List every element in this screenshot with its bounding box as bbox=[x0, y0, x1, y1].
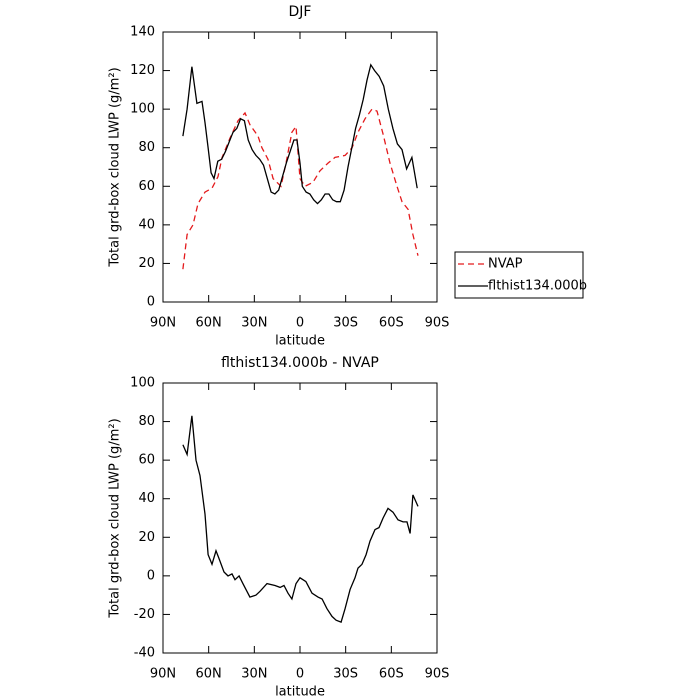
x-tick-label: 90N bbox=[150, 316, 176, 331]
y-tick-label: 80 bbox=[138, 414, 155, 429]
y-tick-label: 40 bbox=[138, 491, 155, 506]
x-tick-label: 0 bbox=[296, 316, 304, 331]
x-axis-label: latitude bbox=[275, 685, 325, 700]
x-tick-label: 90S bbox=[425, 667, 450, 682]
plot-frame bbox=[162, 382, 438, 654]
x-tick-label: 60S bbox=[379, 316, 404, 331]
y-tick-label: -20 bbox=[134, 607, 155, 622]
y-tick-label: 0 bbox=[147, 568, 155, 583]
x-tick-label: 60N bbox=[196, 667, 222, 682]
y-tick-label: 120 bbox=[130, 63, 155, 78]
legend-label: NVAP bbox=[488, 257, 523, 272]
data-line bbox=[182, 63, 418, 205]
x-tick-label: 90S bbox=[425, 316, 450, 331]
x-tick-label: 30S bbox=[333, 667, 358, 682]
y-axis-label: Total grd-box cloud LWP (g/m²) bbox=[108, 67, 123, 267]
y-tick-label: 0 bbox=[147, 295, 155, 310]
y-tick-label: 60 bbox=[138, 179, 155, 194]
y-tick-label: 60 bbox=[138, 453, 155, 468]
x-axis-label: latitude bbox=[275, 334, 325, 349]
x-tick-label: 30N bbox=[241, 316, 267, 331]
x-tick-label: 0 bbox=[296, 667, 304, 682]
x-tick-label: 60N bbox=[196, 316, 222, 331]
data-line bbox=[182, 415, 419, 623]
y-tick-label: 80 bbox=[138, 140, 155, 155]
y-tick-label: 140 bbox=[130, 25, 155, 40]
x-tick-label: 60S bbox=[379, 667, 404, 682]
y-axis-label: Total grd-box cloud LWP (g/m²) bbox=[108, 418, 123, 618]
y-tick-label: -40 bbox=[134, 646, 155, 661]
chart-title: flthist134.000b - NVAP bbox=[221, 355, 379, 371]
y-tick-label: 100 bbox=[130, 376, 155, 391]
legend-label: flthist134.000b bbox=[488, 279, 587, 294]
y-tick-label: 40 bbox=[138, 217, 155, 232]
x-tick-label: 30N bbox=[241, 667, 267, 682]
y-tick-label: 20 bbox=[138, 530, 155, 545]
y-tick-label: 100 bbox=[130, 102, 155, 117]
x-tick-label: 90N bbox=[150, 667, 176, 682]
data-line bbox=[182, 108, 419, 270]
y-tick-label: 20 bbox=[138, 256, 155, 271]
chart-title: DJF bbox=[289, 4, 312, 20]
legend-box bbox=[454, 251, 584, 299]
x-tick-label: 30S bbox=[333, 316, 358, 331]
